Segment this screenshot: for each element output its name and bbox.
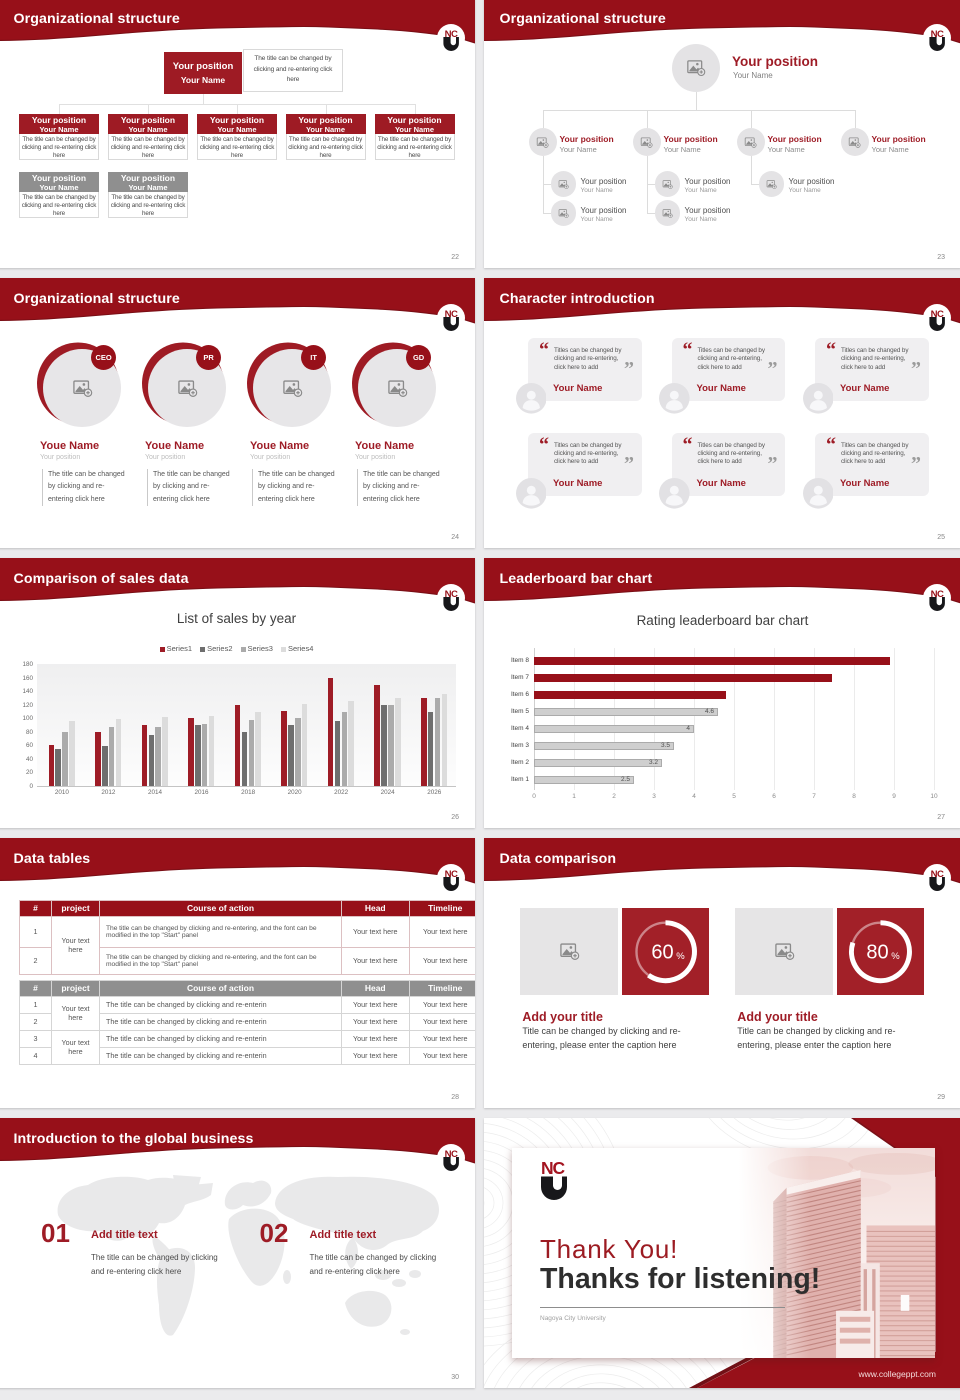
svg-text:80: 80 [866, 941, 888, 963]
svg-text:NC: NC [931, 29, 944, 40]
svg-text:NC: NC [445, 29, 458, 40]
svg-text:NC: NC [445, 589, 458, 600]
svg-text:60: 60 [651, 941, 673, 963]
svg-text:NC: NC [931, 589, 944, 600]
svg-text:NC: NC [541, 1160, 565, 1178]
svg-text:NC: NC [445, 309, 458, 320]
svg-text:%: % [676, 951, 685, 962]
svg-text:NC: NC [445, 869, 458, 880]
svg-text:NC: NC [445, 1149, 458, 1160]
svg-text:NC: NC [931, 309, 944, 320]
svg-text:NC: NC [931, 869, 944, 880]
svg-text:%: % [891, 951, 900, 962]
